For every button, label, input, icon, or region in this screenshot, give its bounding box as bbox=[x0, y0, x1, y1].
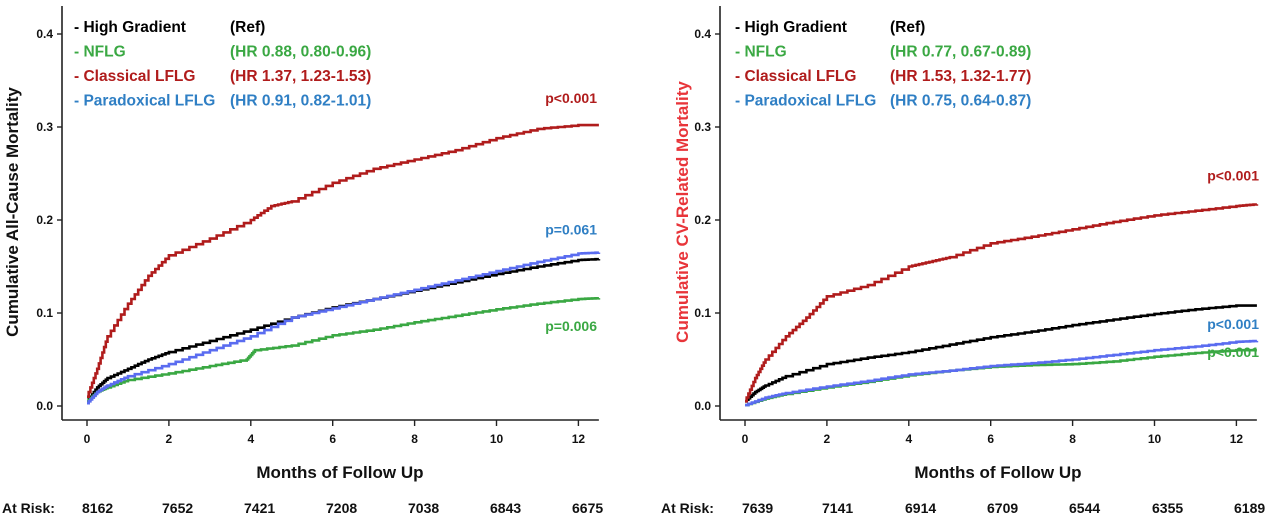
series-group bbox=[745, 203, 1259, 407]
legend-entry-name: - Paradoxical LFLG bbox=[735, 93, 876, 110]
x-axis-label: Months of Follow Up bbox=[256, 463, 423, 482]
at-risk-count: 7421 bbox=[244, 500, 275, 516]
series-line-high-gradient bbox=[745, 304, 1257, 403]
at-risk-count: 6189 bbox=[1234, 500, 1265, 516]
at-risk-label: At Risk: bbox=[2, 500, 55, 516]
legend: - High Gradient (Ref) - NFLG (HR 0.77, 0.67… bbox=[735, 19, 1031, 110]
p-value-label: p<0.001 bbox=[1207, 344, 1259, 360]
x-tick-label: 0 bbox=[742, 432, 749, 446]
legend-entry-name: - Classical LFLG bbox=[735, 68, 856, 85]
legend-entry-name: - NFLG bbox=[735, 44, 787, 61]
at-risk-count: 6914 bbox=[905, 500, 936, 516]
legend-entry-hr: (Ref) bbox=[230, 19, 265, 36]
x-tick-label: 2 bbox=[166, 432, 173, 446]
series-line-paradoxical-lflg bbox=[87, 251, 601, 405]
all-cause-mortality-chart: 0.0 0.1 0.2 0.3 0.4 0 2 4 6 8 10 12 Months of Follow… bbox=[2, 6, 603, 516]
x-tick-label: 6 bbox=[329, 432, 336, 446]
x-axis-label: Months of Follow Up bbox=[914, 463, 1081, 482]
y-tick-label: 0.4 bbox=[694, 27, 711, 41]
legend-entry-hr: (HR 0.75, 0.64-0.87) bbox=[890, 93, 1031, 110]
legend-entry-hr: (HR 0.77, 0.67-0.89) bbox=[890, 44, 1031, 61]
series-line-paradoxical-lflg bbox=[745, 339, 1259, 407]
p-value-label: p<0.001 bbox=[1207, 167, 1259, 183]
p-value-label: p=0.006 bbox=[545, 318, 597, 334]
axes: 0.0 0.1 0.2 0.3 0.4 0 2 4 6 8 10 12 bbox=[694, 6, 1257, 446]
at-risk-count: 7038 bbox=[408, 500, 439, 516]
legend-entry-hr: (HR 0.88, 0.80-0.96) bbox=[230, 44, 371, 61]
x-tick-label: 4 bbox=[905, 432, 912, 446]
x-tick-label: 4 bbox=[247, 432, 254, 446]
at-risk-count: 6843 bbox=[490, 500, 521, 516]
at-risk-count: 6355 bbox=[1152, 500, 1183, 516]
series-group bbox=[87, 123, 601, 405]
series-line-nflg bbox=[745, 348, 1257, 407]
legend-entry-hr: (HR 1.37, 1.23-1.53) bbox=[230, 68, 371, 85]
y-tick-label: 0.1 bbox=[36, 306, 53, 320]
cv-mortality-chart: 0.0 0.1 0.2 0.3 0.4 0 2 4 6 8 10 12 Months of Follow… bbox=[661, 6, 1265, 516]
series-line-classical-lflg bbox=[745, 203, 1259, 403]
legend-entry-hr: (HR 1.53, 1.32-1.77) bbox=[890, 68, 1031, 85]
legend: - High Gradient (Ref) - NFLG (HR 0.88, 0.80… bbox=[74, 19, 371, 110]
x-tick-label: 10 bbox=[490, 432, 504, 446]
x-tick-label: 8 bbox=[411, 432, 418, 446]
at-risk-count: 6544 bbox=[1069, 500, 1100, 516]
y-axis-label: Cumulative CV-Related Mortality bbox=[673, 81, 692, 343]
y-tick-label: 0.2 bbox=[36, 213, 53, 227]
x-tick-label: 10 bbox=[1148, 432, 1162, 446]
legend-entry-hr: (HR 0.91, 0.82-1.01) bbox=[230, 93, 371, 110]
legend-entry-name: - Paradoxical LFLG bbox=[74, 93, 215, 110]
x-tick-label: 12 bbox=[1230, 432, 1244, 446]
legend-entry-name: - NFLG bbox=[74, 44, 126, 61]
y-tick-label: 0.3 bbox=[694, 120, 711, 134]
y-tick-label: 0.0 bbox=[36, 399, 53, 413]
y-axis-label: Cumulative All-Cause Mortality bbox=[3, 87, 22, 337]
at-risk-count: 7652 bbox=[162, 500, 193, 516]
legend-entry-name: - High Gradient bbox=[735, 19, 847, 36]
series-line-nflg bbox=[87, 297, 601, 403]
y-tick-label: 0.2 bbox=[694, 213, 711, 227]
x-tick-label: 12 bbox=[572, 432, 586, 446]
y-tick-label: 0.4 bbox=[36, 27, 53, 41]
axes: 0.0 0.1 0.2 0.3 0.4 0 2 4 6 8 10 12 bbox=[36, 6, 599, 446]
at-risk-count: 7141 bbox=[822, 500, 853, 516]
at-risk-count: 8162 bbox=[82, 500, 113, 516]
legend-entry-name: - High Gradient bbox=[74, 19, 186, 36]
x-tick-label: 8 bbox=[1069, 432, 1076, 446]
at-risk-label: At Risk: bbox=[661, 500, 714, 516]
p-value-label: p=0.061 bbox=[545, 221, 597, 237]
p-value-label: p<0.001 bbox=[1207, 316, 1259, 332]
legend-entry-name: - Classical LFLG bbox=[74, 68, 195, 85]
p-value-label: p<0.001 bbox=[545, 90, 597, 106]
legend-entry-hr: (Ref) bbox=[890, 19, 925, 36]
at-risk-count: 6709 bbox=[987, 500, 1018, 516]
at-risk-count: 7639 bbox=[742, 500, 773, 516]
y-tick-label: 0.1 bbox=[694, 306, 711, 320]
x-tick-label: 6 bbox=[987, 432, 994, 446]
y-tick-label: 0.0 bbox=[694, 399, 711, 413]
x-tick-label: 0 bbox=[84, 432, 91, 446]
at-risk-count: 6675 bbox=[572, 500, 603, 516]
x-tick-label: 2 bbox=[824, 432, 831, 446]
at-risk-count: 7208 bbox=[326, 500, 357, 516]
series-line-high-gradient bbox=[87, 257, 601, 403]
series-line-classical-lflg bbox=[87, 123, 599, 398]
y-tick-label: 0.3 bbox=[36, 120, 53, 134]
